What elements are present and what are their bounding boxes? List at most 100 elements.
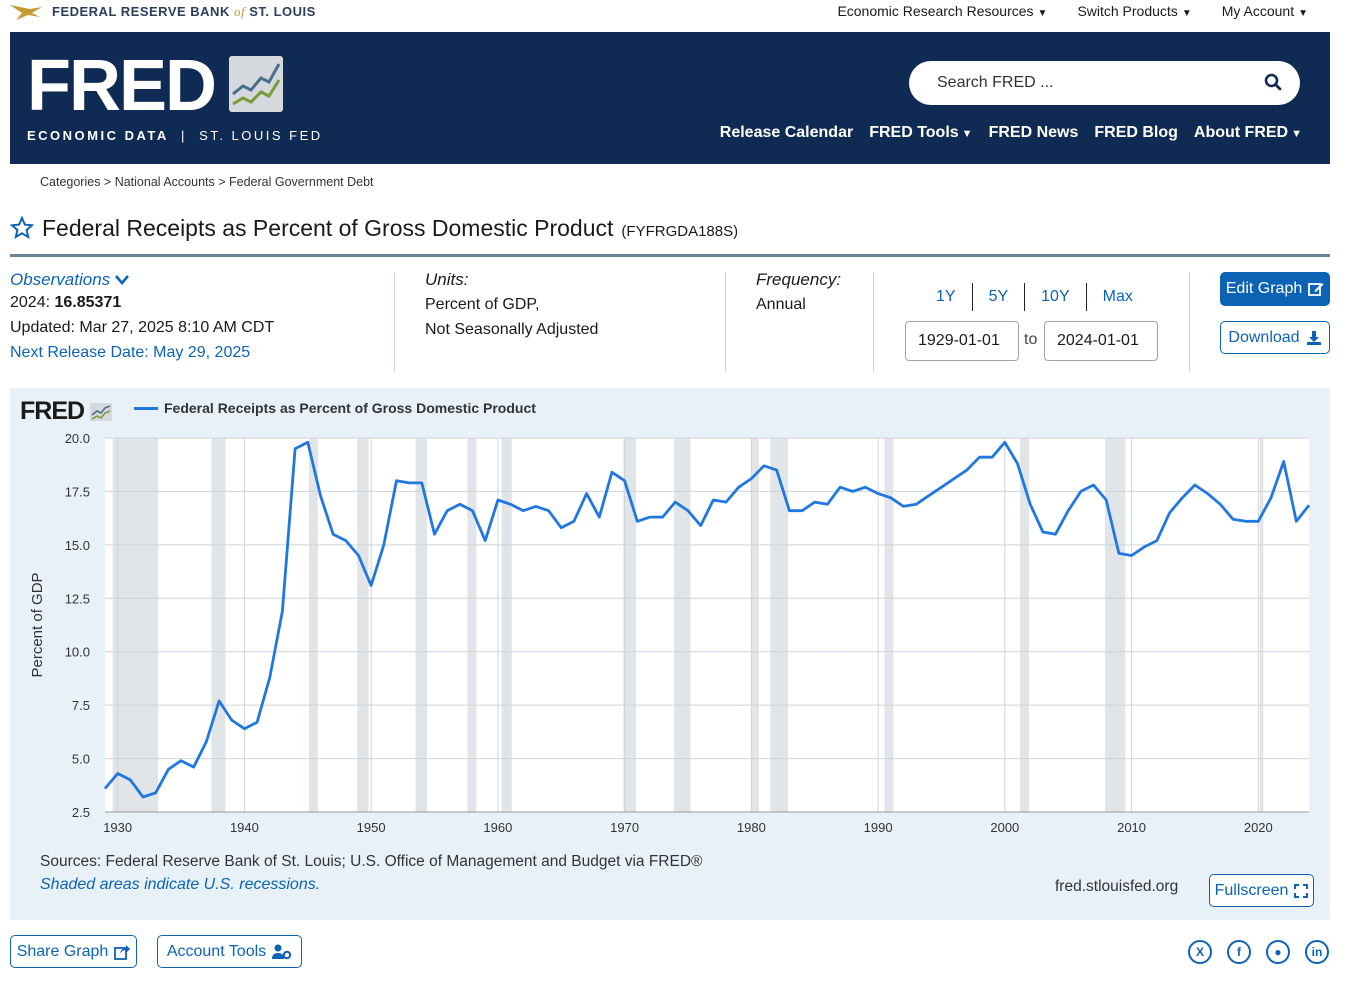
legend-label: Federal Receipts as Percent of Gross Dom… xyxy=(164,400,536,416)
nav-fred-news[interactable]: FRED News xyxy=(988,124,1079,141)
x-twitter-icon[interactable]: X xyxy=(1188,940,1212,964)
observations-block: Observations 2024: 16.85371 Updated: Mar… xyxy=(10,270,274,365)
utility-nav: Economic Research Resources ▼ Switch Prod… xyxy=(837,3,1308,19)
chevron-down-icon: ▼ xyxy=(961,128,973,140)
recession-shading-note: Shaded areas indicate U.S. recessions. xyxy=(40,876,321,893)
switch-products-menu[interactable]: Switch Products ▼ xyxy=(1077,3,1192,19)
social-share: X f ● in xyxy=(1188,940,1329,964)
range-max-button[interactable]: Max xyxy=(1102,288,1133,305)
units-block: Units: Percent of GDP, Not Seasonally Ad… xyxy=(425,270,598,342)
range-5y-button[interactable]: 5Y xyxy=(973,283,1026,311)
plot-area xyxy=(105,438,1309,812)
next-release-link[interactable]: Next Release Date: May 29, 2025 xyxy=(10,344,251,361)
recession-band xyxy=(1020,438,1029,812)
y-tick-label: 15.0 xyxy=(65,538,90,553)
chevron-down-icon: ▼ xyxy=(1037,8,1048,19)
series-line-federal-receipts xyxy=(103,440,1311,799)
fullscreen-button[interactable]: Fullscreen xyxy=(1209,874,1314,907)
download-label: Download xyxy=(1228,328,1300,346)
star-icon[interactable] xyxy=(10,216,34,240)
x-tick-label: 1940 xyxy=(230,820,259,835)
line-chart[interactable]: 20.0 17.5 15.0 12.5 10.0 7.5 5.0 2.5 1930 1940 195… xyxy=(10,418,1330,868)
chevron-down-icon xyxy=(114,275,129,285)
user-gear-icon xyxy=(272,944,292,959)
date-range-to-label: to xyxy=(1024,331,1038,348)
nav-fred-blog[interactable]: FRED Blog xyxy=(1094,124,1178,141)
graph-fred-logo: FRED xyxy=(20,397,113,426)
units-label: Units: xyxy=(425,270,469,289)
divider xyxy=(873,272,874,372)
recession-band xyxy=(674,438,691,812)
share-graph-button[interactable]: Share Graph xyxy=(10,935,137,968)
frequency-value: Annual xyxy=(756,296,806,313)
frb-logo[interactable]: FEDERAL RESERVE BANK of ST. LOUIS xyxy=(10,3,316,21)
range-10y-button[interactable]: 10Y xyxy=(1025,283,1087,311)
recession-band xyxy=(415,438,427,812)
share-icon xyxy=(114,944,131,960)
expand-icon xyxy=(1294,883,1309,898)
download-icon xyxy=(1306,330,1321,345)
y-tick-label: 17.5 xyxy=(65,484,90,499)
x-tick-label: 2020 xyxy=(1244,820,1273,835)
series-id: (FYFRGDA188S) xyxy=(621,223,739,240)
reddit-icon[interactable]: ● xyxy=(1266,940,1290,964)
divider xyxy=(394,272,395,372)
chart-legend: Federal Receipts as Percent of Gross Dom… xyxy=(134,400,536,416)
main-nav: Release Calendar FRED Tools ▼ FRED News F… xyxy=(720,124,1302,142)
start-date-input[interactable] xyxy=(905,321,1019,361)
range-1y-button[interactable]: 1Y xyxy=(922,283,973,311)
y-tick-label: 7.5 xyxy=(72,698,90,713)
fred-subtitle: ECONOMIC DATA | ST. LOUIS FED xyxy=(27,128,323,143)
chevron-down-icon: ▼ xyxy=(1181,8,1192,19)
frequency-block: Frequency: Annual xyxy=(756,270,841,317)
recession-band xyxy=(501,438,512,812)
x-tick-label: 2010 xyxy=(1117,820,1146,835)
y-axis-label: Percent of GDP xyxy=(29,572,46,677)
divider xyxy=(1189,272,1190,372)
latest-observation: 2024: 16.85371 xyxy=(10,294,122,311)
sources-note: Sources: Federal Reserve Bank of St. Lou… xyxy=(40,853,703,870)
nav-fred-tools[interactable]: FRED Tools ▼ xyxy=(869,124,973,141)
y-tick-label: 20.0 xyxy=(65,431,90,446)
fred-chart-logo-icon xyxy=(90,403,113,421)
end-date-input[interactable] xyxy=(1044,321,1158,361)
fred-header: FRED ECONOMIC DATA | ST. LOUIS FED Relea… xyxy=(10,32,1330,164)
account-tools-button[interactable]: Account Tools xyxy=(157,935,302,968)
nav-release-calendar[interactable]: Release Calendar xyxy=(719,124,854,141)
recession-band xyxy=(112,438,159,812)
recession-band xyxy=(309,438,318,812)
recession-band xyxy=(1259,438,1264,812)
facebook-icon[interactable]: f xyxy=(1227,940,1251,964)
breadcrumb[interactable]: Categories > National Accounts > Federal… xyxy=(40,175,374,189)
series-title-row: Federal Receipts as Percent of Gross Dom… xyxy=(10,212,738,242)
fred-logo[interactable]: FRED xyxy=(27,46,217,126)
legend-swatch xyxy=(134,406,158,410)
updated-date: Updated: Mar 27, 2025 8:10 AM CDT xyxy=(10,319,275,336)
recession-band xyxy=(751,438,759,812)
x-tick-label: 1990 xyxy=(864,820,893,835)
search-input[interactable] xyxy=(937,71,1237,95)
eagle-icon xyxy=(10,5,42,20)
fred-url: fred.stlouisfed.org xyxy=(1055,878,1179,895)
x-tick-label: 1950 xyxy=(357,820,386,835)
economic-research-resources-menu[interactable]: Economic Research Resources ▼ xyxy=(837,3,1048,19)
recession-band xyxy=(467,438,477,812)
edit-graph-button[interactable]: Edit Graph xyxy=(1220,272,1330,306)
title-divider xyxy=(10,254,1330,257)
x-tick-label: 1980 xyxy=(737,820,766,835)
fred-chart-logo-icon xyxy=(229,56,283,112)
account-tools-label: Account Tools xyxy=(166,942,267,960)
edit-icon xyxy=(1308,283,1324,296)
linkedin-icon[interactable]: in xyxy=(1305,940,1329,964)
search-icon[interactable] xyxy=(1264,73,1282,91)
nav-about-fred[interactable]: About FRED ▼ xyxy=(1193,124,1302,141)
x-tick-label: 1970 xyxy=(610,820,639,835)
y-tick-label: 10.0 xyxy=(65,645,90,660)
frb-name: FEDERAL RESERVE BANK of ST. LOUIS xyxy=(52,4,316,19)
chevron-down-icon: ▼ xyxy=(1291,128,1302,140)
search-box xyxy=(909,61,1300,105)
my-account-menu[interactable]: My Account ▼ xyxy=(1221,3,1308,19)
recession-band xyxy=(357,438,369,812)
download-button[interactable]: Download xyxy=(1220,321,1330,354)
observations-dropdown[interactable]: Observations xyxy=(10,270,274,290)
